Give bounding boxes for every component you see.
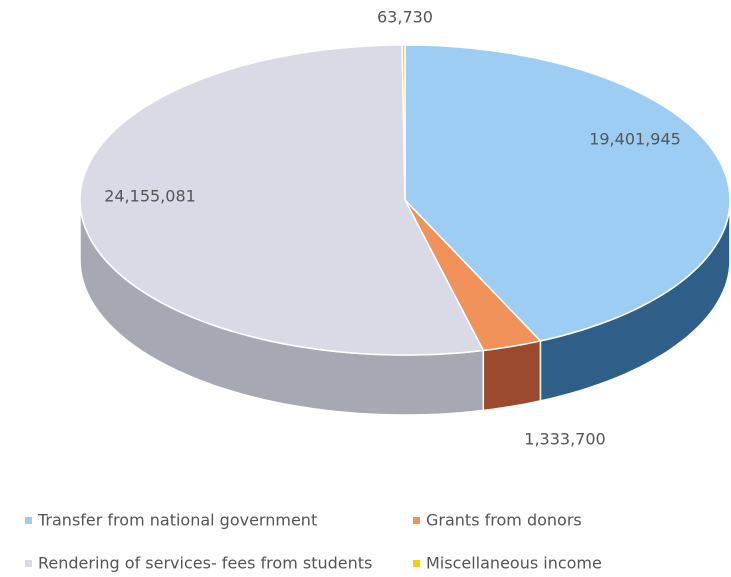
data-label: 1,333,700 — [524, 430, 605, 449]
data-label: 19,401,945 — [589, 130, 681, 149]
legend-label: Miscellaneous income — [426, 554, 602, 573]
legend-label: Rendering of services- fees from student… — [38, 554, 372, 573]
pie-slice — [404, 199, 542, 352]
legend-label: Grants from donors — [426, 511, 582, 530]
pie-slice — [404, 44, 731, 342]
legend: Transfer from national government Grants … — [25, 511, 602, 573]
data-label: 63,730 — [377, 8, 433, 27]
pie-side — [482, 339, 542, 412]
pie-slice — [401, 44, 406, 201]
data-label: 24,155,081 — [104, 187, 196, 206]
pie-slice — [79, 44, 485, 356]
legend-label: Transfer from national government — [37, 511, 317, 530]
legend-swatch — [25, 560, 32, 567]
legend-swatch — [25, 517, 32, 524]
legend-swatch — [413, 560, 420, 567]
legend-swatch — [413, 517, 420, 524]
